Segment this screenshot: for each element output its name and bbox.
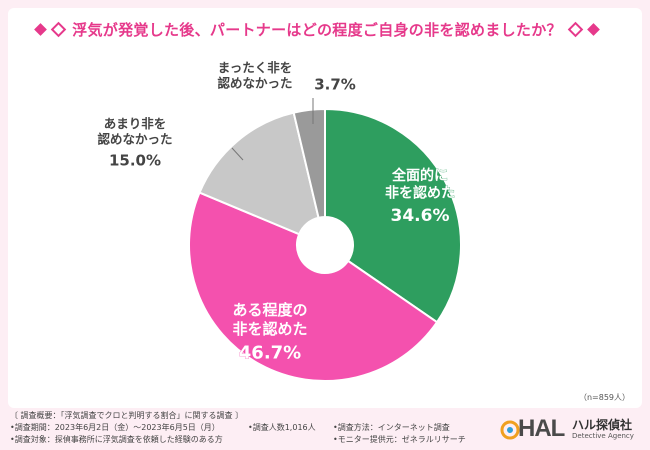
pie-slice — [188, 191, 439, 382]
survey-method: •調査方法：インターネット調査 — [333, 423, 450, 432]
survey-period: •調査期間：2023年6月2日（金）〜2023年6月5日（月） — [10, 423, 220, 432]
pie-slice — [292, 107, 326, 219]
slice-label-text: 非を認めた — [385, 185, 455, 202]
survey-provider: •モニター提供元：ゼネラルリサーチ — [333, 435, 466, 444]
chart-title-bar: 浮気が発覚した後、パートナーはどの程度ご自身の非を認めましたか？ — [34, 14, 600, 44]
slice-label-text: あまり非を — [104, 116, 167, 131]
slice-label-text: 認めなかった — [217, 76, 292, 91]
logo-name-en: Detective Agency — [572, 432, 634, 440]
slice-label-text: ある程度の — [232, 301, 307, 319]
slice-label-text: 認めなかった — [97, 132, 172, 147]
slice-label-text: まったく非を — [218, 60, 293, 75]
company-logo: HAL ハル探偵社 Detective Agency — [500, 414, 645, 444]
survey-overview: 〔 調査概要：「浮気調査でクロと判明する割合」に関する調査 〕 — [10, 411, 244, 420]
logo-name-jp: ハル探偵社 — [572, 418, 633, 432]
survey-footer: 〔 調査概要：「浮気調査でクロと判明する割合」に関する調査 〕 •調査期間：20… — [0, 408, 650, 450]
slice-value-label: 34.6% — [391, 206, 450, 226]
pie-slice — [198, 111, 320, 236]
slice-value-label: 46.7% — [239, 343, 301, 364]
survey-target: •調査対象：探偵事務所に浮気調査を依頼した経験のある方 — [10, 435, 223, 444]
hal-mark-icon — [500, 420, 520, 440]
survey-respondents: •調査人数1,016人 — [248, 423, 316, 432]
chart-title: 浮気が発覚した後、パートナーはどの程度ご自身の非を認めましたか？ — [72, 20, 562, 39]
pie-slice — [324, 107, 462, 324]
leader-line — [231, 147, 244, 161]
slice-value-label: 15.0% — [109, 151, 161, 169]
slice-label-text: 非を認めた — [232, 320, 307, 338]
slice-value-label: 3.7% — [314, 76, 356, 94]
sample-size-note: （n=859人） — [578, 393, 630, 402]
slice-label-text: 全面的に — [391, 167, 448, 184]
logo-mark-text: HAL — [518, 415, 565, 442]
